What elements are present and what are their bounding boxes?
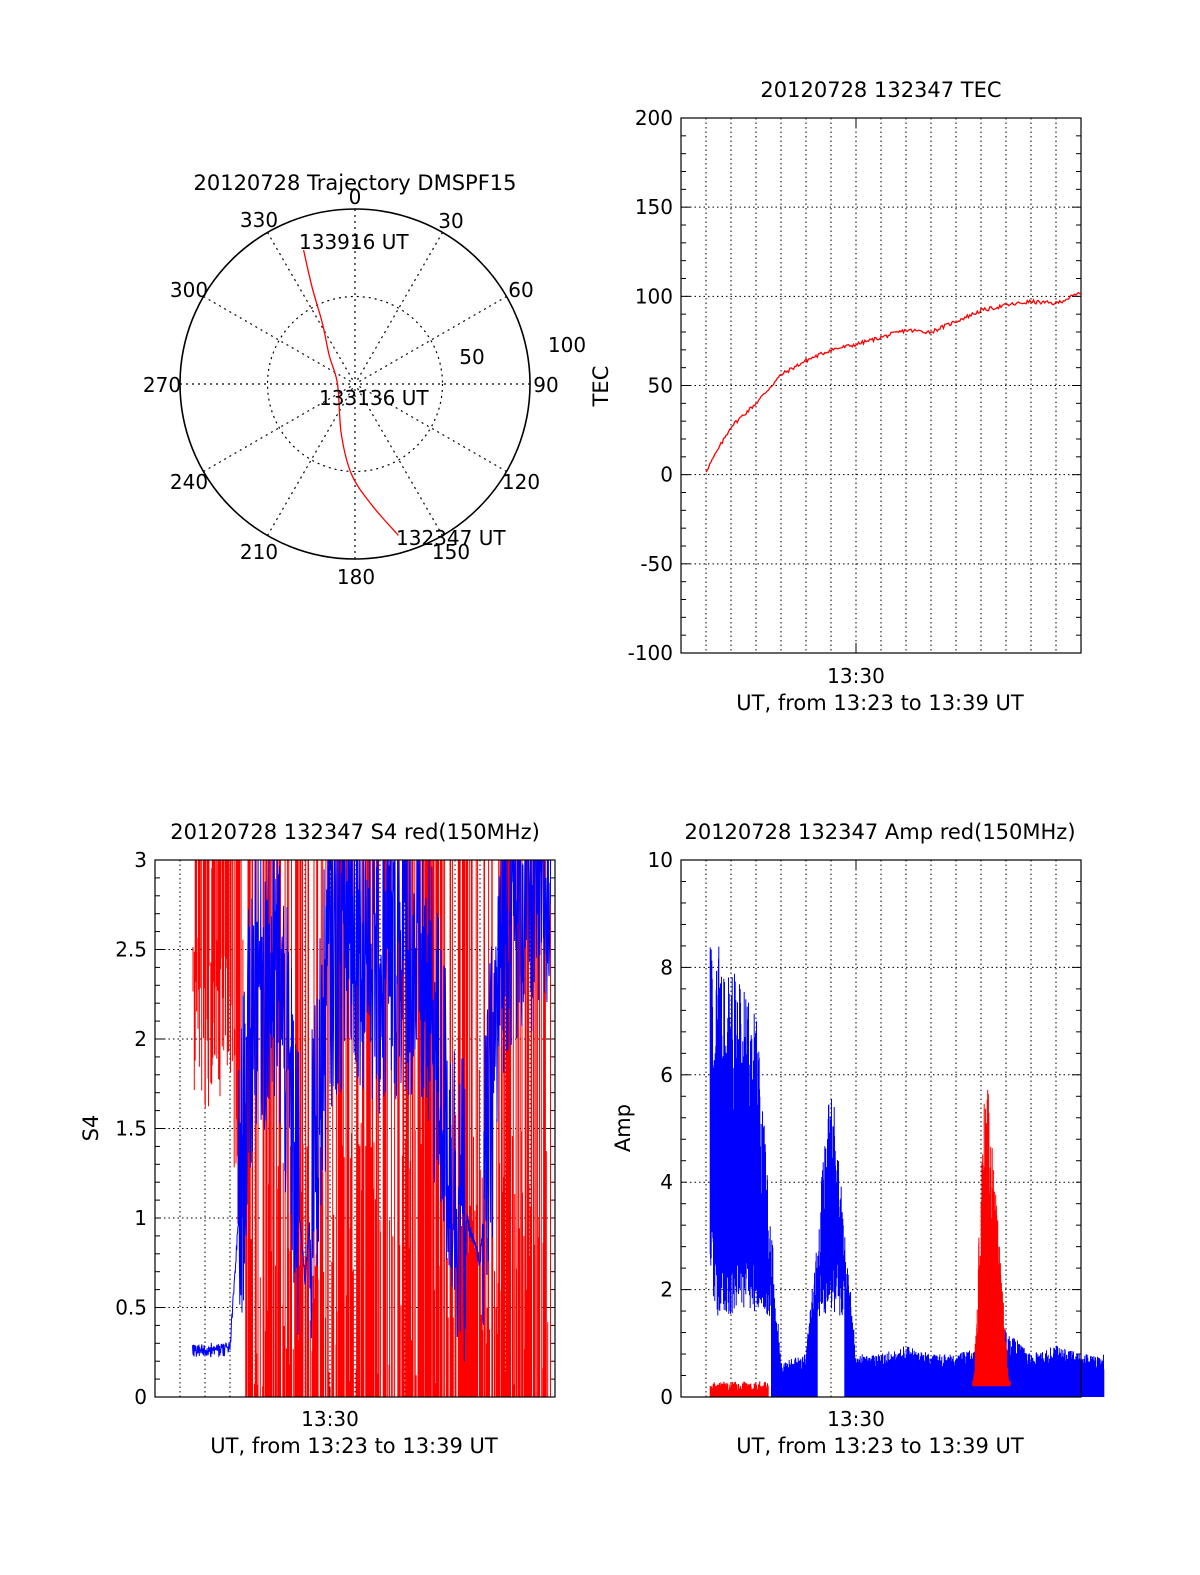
s4-xtick-1330: 13:30 [301,1407,359,1431]
amp-ytick-label: 0 [660,1385,673,1409]
s4-frame [154,859,556,1398]
amp-frame [680,859,1082,1398]
angle-label-60: 60 [508,278,533,302]
s4-blue-trace [192,859,552,1362]
tec-panel: 20120728 132347 TEC -100-50050100150200 … [589,78,1082,715]
polar-spoke-150 [266,232,444,536]
amp-ytick-label: 4 [660,1170,673,1194]
tec-ytick-label: 200 [635,106,673,130]
tec-xlabel: UT, from 13:23 to 13:39 UT [736,691,1024,715]
s4-ytick-label: 1 [134,1206,147,1230]
trajectory-end-label: 133916 UT [299,230,409,254]
tec-frame [680,117,1082,654]
angle-label-90: 90 [533,373,558,397]
trajectory-panel: 20120728 Trajectory DMSPF15 0 30 60 90 1… [143,171,586,589]
angle-label-240: 240 [170,470,208,494]
angle-label-120: 120 [502,470,540,494]
angle-label-180: 180 [337,565,375,589]
angle-label-0: 0 [349,185,362,209]
amp-blue-trace [709,946,1105,1397]
angle-label-300: 300 [170,278,208,302]
tec-y-ticks: -100 -50 0 50 100 150 200 [628,106,673,665]
tec-title: 20120728 132347 TEC [760,78,1001,102]
s4-series-red [192,860,551,1397]
s4-ytick-label: 1.5 [115,1117,147,1141]
tec-ytick-label: 150 [635,195,673,219]
angle-label-30: 30 [438,209,463,233]
polar-spokes [180,209,530,559]
s4-xlabel: UT, from 13:23 to 13:39 UT [210,1434,498,1458]
amp-ytick-label: 2 [660,1278,673,1302]
s4-title: 20120728 132347 S4 red(150MHz) [170,820,540,844]
tec-ytick-label: 0 [660,463,673,487]
amp-ylabel: Amp [611,1104,635,1152]
s4-y-ticks: 0 0.5 1 1.5 2 2.5 3 [115,848,147,1409]
amp-ytick-label: 8 [660,955,673,979]
s4-ylabel: S4 [79,1115,103,1142]
polar-inner-circle [266,295,444,473]
trajectory-path [302,249,399,536]
s4-series-blue [192,859,552,1362]
tec-xtick-1330: 13:30 [827,664,885,688]
radius-label-50: 50 [459,345,484,369]
tec-ytick-label: -100 [628,641,673,665]
angle-label-330: 330 [240,208,278,232]
angle-label-210: 210 [240,540,278,564]
tec-ylabel: TEC [589,366,613,408]
s4-ytick-label: 0 [134,1385,147,1409]
trajectory-title: 20120728 Trajectory DMSPF15 [193,171,516,195]
amp-title: 20120728 132347 Amp red(150MHz) [684,820,1075,844]
amp-ytick-label: 6 [660,1063,673,1087]
angle-label-150: 150 [432,540,470,564]
amp-series-red [709,1089,1011,1397]
tec-ytick-label: 50 [648,374,673,398]
amp-xlabel: UT, from 13:23 to 13:39 UT [736,1434,1024,1458]
polar-angle-labels: 0 30 60 90 120 150 180 210 240 270 300 3… [143,185,559,589]
trajectory-mid-label: 133136 UT [319,386,429,410]
tec-ytick-label: -50 [640,552,673,576]
trajectory-start-label: 132347 UT [396,526,506,550]
amp-red-trace [709,1089,1011,1397]
amp-series-blue [709,946,1105,1397]
tec-series-red [705,291,1082,473]
s4-ytick-label: 2 [134,1027,147,1051]
s4-ytick-label: 3 [134,848,147,872]
amp-ytick-label: 10 [648,848,673,872]
amp-panel: 20120728 132347 Amp red(150MHz) 0246810 … [611,820,1105,1458]
tec-ytick-label: 100 [635,284,673,308]
radius-label-100: 100 [548,333,586,357]
s4-ytick-label: 0.5 [115,1296,147,1320]
tec-grid [681,117,1081,654]
amp-y-ticks: 0 2 4 6 8 10 [648,848,673,1409]
amp-xtick-1330: 13:30 [827,1407,885,1431]
s4-panel: 20120728 132347 S4 red(150MHz) 0 0.5 1 1.5 2… [79,820,556,1458]
s4-red-trace [192,860,551,1397]
angle-label-270: 270 [143,373,181,397]
s4-ytick-label: 2.5 [115,938,147,962]
